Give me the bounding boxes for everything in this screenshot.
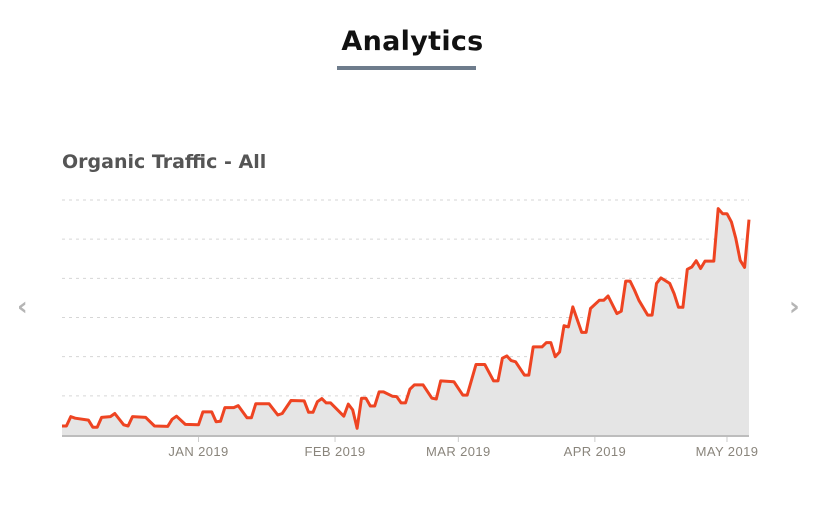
chevron-right-icon[interactable]: › (789, 292, 800, 322)
title-underline (337, 66, 476, 70)
traffic-area (62, 208, 749, 435)
x-tick-label: JAN 2019 (168, 444, 228, 459)
x-tick-label: FEB 2019 (305, 444, 366, 459)
traffic-line (62, 207, 751, 430)
x-tick-label: MAR 2019 (426, 444, 491, 459)
chart-title: Organic Traffic - All (62, 151, 267, 173)
page-title: Analytics (341, 26, 484, 57)
chevron-left-icon[interactable]: ‹ (17, 292, 28, 322)
x-tick-label: MAY 2019 (696, 444, 759, 459)
x-tick-label: APR 2019 (564, 444, 626, 459)
